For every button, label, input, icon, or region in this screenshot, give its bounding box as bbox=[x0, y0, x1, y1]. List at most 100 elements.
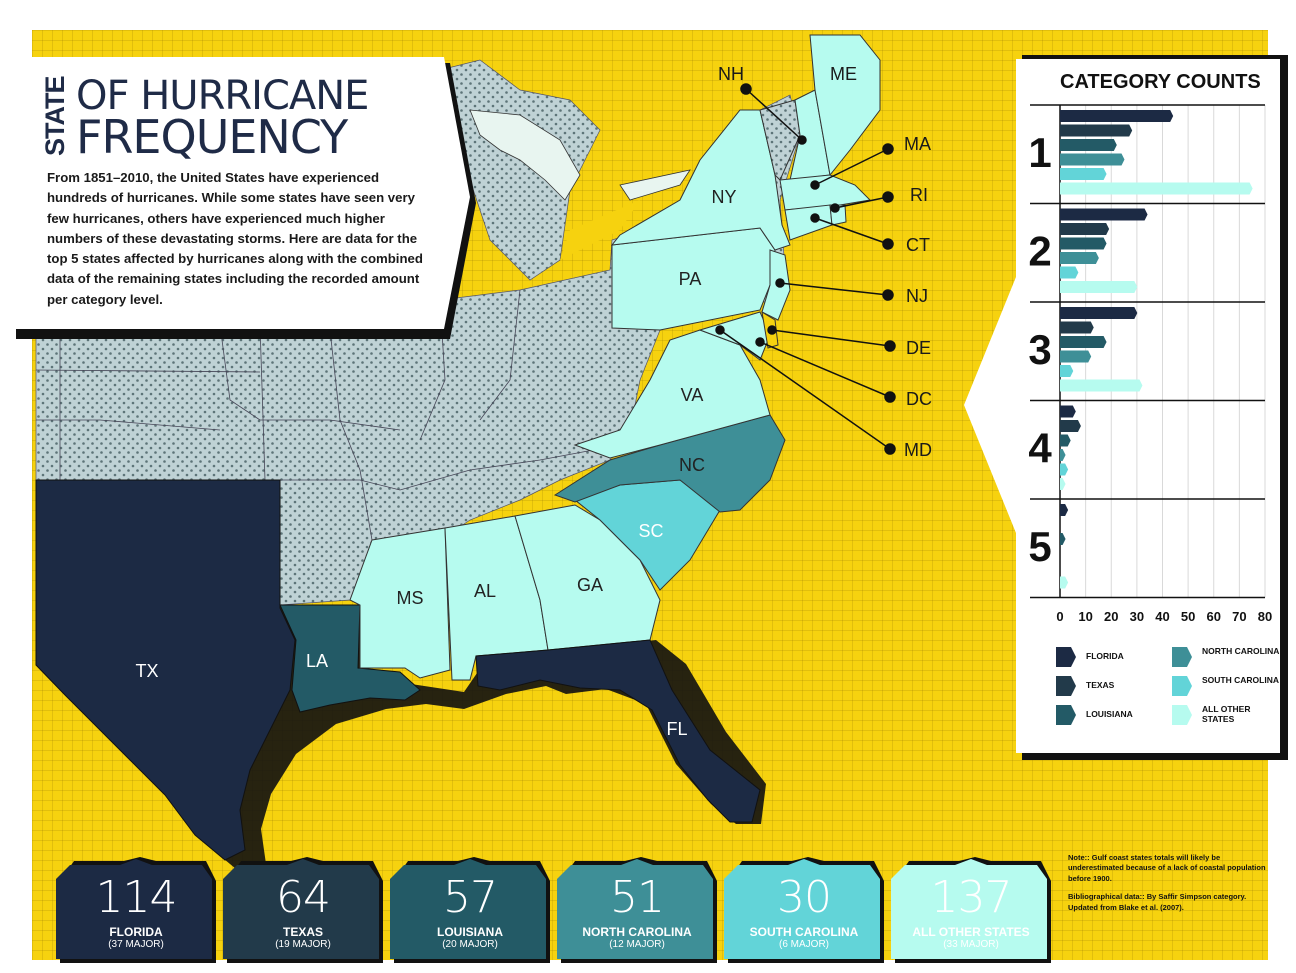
label-nc: NC bbox=[679, 455, 705, 475]
x-tick-label: 0 bbox=[1056, 609, 1063, 624]
category-label: 2 bbox=[1028, 228, 1051, 275]
legend-item: TEXAS bbox=[1056, 674, 1166, 698]
total-name: TEXAS bbox=[282, 925, 323, 939]
category-label: 3 bbox=[1028, 326, 1051, 373]
total-value: 51 bbox=[610, 872, 665, 923]
x-tick-label: 60 bbox=[1207, 609, 1221, 624]
legend-item: LOUISIANA bbox=[1056, 703, 1166, 727]
legend-item: SOUTH CAROLINA bbox=[1172, 674, 1282, 698]
bar bbox=[1060, 139, 1117, 151]
total-card: 137 ALL OTHER STATES (33 MAJOR) bbox=[891, 857, 1051, 963]
x-tick-label: 30 bbox=[1130, 609, 1144, 624]
x-tick-label: 20 bbox=[1104, 609, 1118, 624]
label-sc: SC bbox=[638, 521, 663, 541]
label-nj: NJ bbox=[906, 286, 928, 306]
legend-label: SOUTH CAROLINA bbox=[1202, 675, 1279, 685]
category-label: 4 bbox=[1028, 425, 1052, 472]
bar bbox=[1060, 576, 1069, 589]
chart-title: CATEGORY COUNTS bbox=[1060, 71, 1261, 93]
label-ri: RI bbox=[910, 185, 928, 205]
legend-label: FLORIDA bbox=[1086, 651, 1124, 661]
bar bbox=[1060, 182, 1253, 195]
total-major: (37 MAJOR) bbox=[108, 939, 164, 950]
label-ms: MS bbox=[397, 588, 424, 608]
state-ny bbox=[610, 109, 791, 251]
bar bbox=[1060, 405, 1076, 418]
total-card: 51 NORTH CAROLINA (12 MAJOR) bbox=[557, 857, 717, 963]
label-ma: MA bbox=[904, 134, 931, 154]
label-ga: GA bbox=[577, 575, 603, 595]
total-name: LOUISIANA bbox=[437, 925, 503, 939]
bar bbox=[1060, 110, 1174, 122]
michigan-upper bbox=[469, 109, 581, 201]
bar bbox=[1060, 350, 1092, 363]
label-fl: FL bbox=[666, 719, 687, 739]
bar bbox=[1060, 281, 1138, 293]
label-va: VA bbox=[681, 385, 704, 405]
label-al: AL bbox=[474, 581, 496, 601]
label-de: DE bbox=[906, 338, 931, 358]
bar bbox=[1060, 252, 1099, 264]
total-major: (19 MAJOR) bbox=[275, 939, 331, 950]
legend-item: FLORIDA bbox=[1056, 645, 1166, 669]
legend-swatch bbox=[1172, 705, 1192, 725]
total-value: 57 bbox=[443, 872, 498, 923]
legend-label: LOUISIANA bbox=[1086, 709, 1133, 719]
legend-swatch bbox=[1172, 676, 1192, 696]
bar bbox=[1060, 321, 1094, 334]
total-card: 64 TEXAS (19 MAJOR) bbox=[223, 857, 383, 963]
bar bbox=[1060, 237, 1107, 250]
legend-item: NORTH CAROLINA bbox=[1172, 645, 1282, 669]
x-tick-label: 10 bbox=[1078, 609, 1092, 624]
legend-item: ALL OTHER STATES bbox=[1172, 703, 1282, 727]
intro-text: From 1851–2010, the United States have e… bbox=[47, 170, 423, 307]
bar bbox=[1060, 168, 1107, 180]
title-panel bbox=[10, 57, 476, 339]
label-nh: NH bbox=[718, 64, 744, 84]
label-me: ME bbox=[830, 64, 857, 84]
lake-ontario bbox=[619, 169, 691, 201]
total-name: SOUTH CAROLINA bbox=[749, 925, 859, 939]
legend-swatch bbox=[1172, 647, 1192, 667]
legend-label: TEXAS bbox=[1086, 680, 1115, 690]
total-value: 30 bbox=[777, 872, 832, 923]
state-la bbox=[279, 604, 421, 713]
bar bbox=[1060, 478, 1066, 490]
note-line2: Bibliographical data:: By Saffir Simpson… bbox=[1068, 892, 1247, 912]
title-line2: FREQUENCY bbox=[76, 110, 348, 164]
state-ms bbox=[349, 527, 451, 679]
bar bbox=[1060, 153, 1125, 166]
bar bbox=[1060, 307, 1138, 319]
chart-legend: FLORIDA TEXAS LOUISIANA NORTH CAROLINA SOUTH… bbox=[1056, 645, 1279, 730]
total-card: 30 SOUTH CAROLINA (6 MAJOR) bbox=[724, 857, 884, 963]
total-name: ALL OTHER STATES bbox=[912, 925, 1030, 939]
note: Note:: Gulf coast states totals will lik… bbox=[1068, 853, 1268, 921]
x-tick-label: 50 bbox=[1181, 609, 1195, 624]
chart-panel bbox=[960, 55, 1292, 775]
bar bbox=[1060, 379, 1143, 392]
bar bbox=[1060, 449, 1066, 461]
state-me bbox=[809, 34, 881, 177]
state-vt bbox=[759, 99, 801, 181]
x-tick-label: 70 bbox=[1232, 609, 1246, 624]
legend-label: ALL OTHER STATES bbox=[1202, 704, 1251, 724]
callout-lines bbox=[715, 83, 896, 455]
bar bbox=[1060, 434, 1071, 447]
label-pa: PA bbox=[679, 269, 702, 289]
total-name: NORTH CAROLINA bbox=[582, 925, 692, 939]
label-md: MD bbox=[904, 440, 932, 460]
total-card: 114 FLORIDA (37 MAJOR) bbox=[56, 857, 216, 963]
state-md bbox=[698, 311, 771, 361]
bar bbox=[1060, 365, 1074, 377]
total-name: FLORIDA bbox=[109, 925, 163, 939]
total-value: 114 bbox=[95, 872, 178, 923]
label-dc: DC bbox=[906, 389, 932, 409]
bar bbox=[1060, 124, 1133, 137]
x-tick-label: 40 bbox=[1155, 609, 1169, 624]
note-line1: Note:: Gulf coast states totals will lik… bbox=[1068, 853, 1266, 883]
category-label: 1 bbox=[1028, 129, 1051, 176]
label-ny: NY bbox=[711, 187, 736, 207]
legend-swatch bbox=[1056, 705, 1076, 725]
